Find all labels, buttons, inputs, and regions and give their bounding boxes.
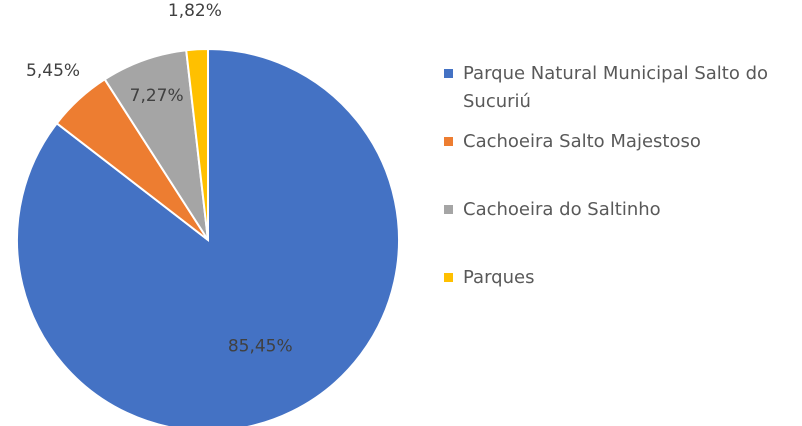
legend-swatch	[444, 273, 453, 282]
legend-entry: Cachoeira do Saltinho	[444, 196, 802, 264]
legend: Parque Natural Municipal Salto do Sucuri…	[444, 60, 802, 332]
legend-entry: Cachoeira Salto Majestoso	[444, 128, 802, 196]
data-label: 85,45%	[228, 336, 293, 356]
legend-label: Cachoeira Salto Majestoso	[463, 131, 701, 152]
legend-label: Parque Natural Municipal Salto do Sucuri…	[463, 63, 769, 112]
data-label: 1,82%	[168, 1, 222, 21]
legend-label: Cachoeira do Saltinho	[463, 199, 661, 220]
legend-swatch	[444, 137, 453, 146]
pie-slice	[185, 47, 209, 241]
data-label: 7,27%	[130, 86, 184, 106]
pie-area: 85,45% 5,45% 7,27% 1,82%	[16, 1, 400, 426]
legend-entry: Parques	[444, 264, 802, 332]
legend-swatch	[444, 205, 453, 214]
pie-slice	[16, 47, 400, 426]
legend-swatch	[444, 69, 453, 78]
data-label: 5,45%	[26, 61, 80, 81]
legend-label: Parques	[463, 267, 535, 288]
legend-entry: Parque Natural Municipal Salto do Sucuri…	[444, 60, 802, 128]
